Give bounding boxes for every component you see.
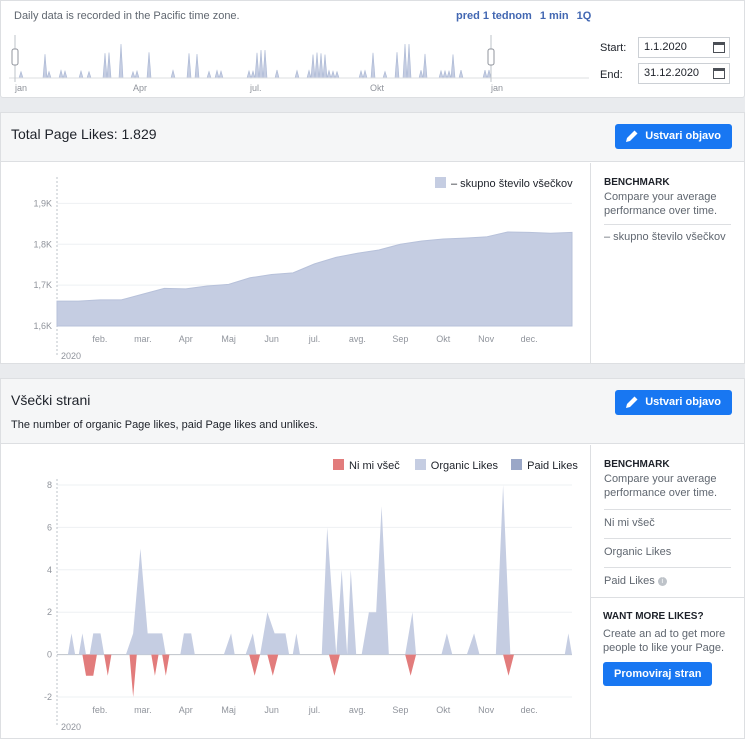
benchmark-item-paid[interactable]: Paid Likes i bbox=[604, 567, 731, 597]
card-title: Všečki strani bbox=[11, 392, 91, 408]
promo-text: Create an ad to get more people to like … bbox=[603, 628, 726, 654]
x-tick-label: avg. bbox=[349, 705, 366, 715]
x-tick-label: jul. bbox=[308, 705, 321, 715]
benchmark-item[interactable]: – skupno število všečkov bbox=[604, 231, 726, 243]
x-tick-label: Jun bbox=[264, 705, 279, 715]
legend-swatch bbox=[435, 177, 446, 188]
pencil-icon bbox=[626, 396, 638, 408]
benchmark-text: Compare your average performance over ti… bbox=[604, 473, 718, 499]
chart-legend: – skupno število všečkov bbox=[435, 177, 573, 190]
card-title: Total Page Likes: 1.829 bbox=[11, 126, 157, 142]
legend-swatch-unlikes bbox=[333, 459, 344, 470]
y-tick-label: 6 bbox=[47, 522, 52, 532]
timeline-tick-label: Okt bbox=[370, 83, 385, 93]
benchmark-heading: BENCHMARK bbox=[604, 459, 670, 470]
x-tick-label: dec. bbox=[521, 705, 538, 715]
timeline-tick-label: jan bbox=[490, 83, 503, 93]
range-start-handle bbox=[11, 48, 19, 66]
card-header: Všečki strani The number of organic Page… bbox=[1, 379, 744, 444]
timeline-overview[interactable]: jan Apr jul. Okt jan bbox=[9, 33, 589, 95]
start-label: Start: bbox=[600, 42, 627, 54]
y-tick-label: 1,7K bbox=[33, 280, 52, 290]
benchmark-sidebar: BENCHMARK Compare your average performan… bbox=[590, 163, 744, 364]
range-presets: pred 1 tednom 1 min 1Q bbox=[456, 10, 596, 22]
range-preset-month[interactable]: 1 min bbox=[539, 10, 569, 22]
end-date-value: 31.12.2020 bbox=[644, 67, 700, 79]
x-tick-label: Sep bbox=[392, 705, 408, 715]
total-likes-area bbox=[56, 231, 573, 327]
legend-swatch-paid bbox=[511, 459, 523, 470]
x-tick-label: Nov bbox=[478, 334, 495, 344]
x-tick-label: Apr bbox=[179, 705, 193, 715]
x-tick-label: feb. bbox=[92, 334, 107, 344]
x-tick-label: Okt bbox=[436, 334, 451, 344]
promo-section: WANT MORE LIKES? Create an ad to get mor… bbox=[590, 597, 745, 686]
y-tick-label: 1,9K bbox=[33, 198, 52, 208]
timezone-note: Daily data is recorded in the Pacific ti… bbox=[14, 10, 240, 22]
legend-label-paid: Paid Likes bbox=[527, 460, 578, 472]
x-year-label: 2020 bbox=[61, 722, 81, 732]
card-subtitle: The number of organic Page likes, paid P… bbox=[11, 419, 318, 431]
create-post-button[interactable]: Ustvari objavo bbox=[615, 390, 732, 415]
benchmark-text: Compare your average performance over ti… bbox=[604, 190, 731, 225]
range-preset-quarter[interactable]: 1Q bbox=[576, 10, 592, 22]
x-tick-label: avg. bbox=[349, 334, 366, 344]
x-tick-label: Okt bbox=[436, 705, 451, 715]
timeline-tick-label: jan bbox=[14, 83, 27, 93]
pencil-icon bbox=[626, 130, 638, 142]
benchmark-item-unlikes[interactable]: Ni mi všeč bbox=[604, 509, 731, 538]
timeline-spikes bbox=[17, 43, 492, 80]
benchmark-heading: BENCHMARK bbox=[604, 177, 670, 188]
timeline-tick-label: jul. bbox=[249, 83, 262, 93]
x-tick-label: jul. bbox=[308, 334, 321, 344]
x-year-label: 2020 bbox=[61, 351, 81, 361]
x-tick-label: Sep bbox=[392, 334, 408, 344]
benchmark-sidebar: BENCHMARK Compare your average performan… bbox=[590, 445, 745, 739]
y-tick-label: 4 bbox=[47, 565, 52, 575]
y-tick-label: 1,8K bbox=[33, 239, 52, 249]
page-likes-chart: -2 0 2 4 6 8 feb. mar. Apr Maj Jun jul. avg. Sep Okt No… bbox=[44, 479, 572, 732]
y-tick-label: 0 bbox=[47, 650, 52, 660]
range-preset-week[interactable]: pred 1 tednom bbox=[456, 10, 532, 22]
y-tick-label: 2 bbox=[47, 607, 52, 617]
start-date-value: 1.1.2020 bbox=[644, 41, 687, 53]
create-post-button[interactable]: Ustvari objavo bbox=[615, 124, 732, 149]
x-tick-label: Maj bbox=[221, 334, 236, 344]
x-tick-label: Jun bbox=[264, 334, 279, 344]
start-date-field[interactable]: 1.1.2020 bbox=[638, 37, 730, 58]
promo-heading: WANT MORE LIKES? bbox=[603, 611, 704, 622]
card-header: Total Page Likes: 1.829 Ustvari objavo bbox=[1, 113, 744, 162]
legend-label: – skupno število všečkov bbox=[451, 178, 573, 190]
y-tick-label: -2 bbox=[44, 692, 52, 702]
x-tick-label: mar. bbox=[134, 705, 152, 715]
x-tick-label: Apr bbox=[179, 334, 193, 344]
y-tick-label: 8 bbox=[47, 480, 52, 490]
info-icon[interactable]: i bbox=[657, 576, 667, 586]
y-tick-label: 1,6K bbox=[33, 321, 52, 331]
x-tick-label: dec. bbox=[521, 334, 538, 344]
legend-label-unlikes: Ni mi všeč bbox=[349, 460, 400, 472]
total-likes-card: Total Page Likes: 1.829 Ustvari objavo –… bbox=[0, 112, 745, 364]
x-tick-label: Nov bbox=[478, 705, 495, 715]
page-likes-card: Všečki strani The number of organic Page… bbox=[0, 378, 745, 739]
total-likes-chart: 1,6K 1,7K 1,8K 1,9K feb. mar. Apr Maj Jun jul. avg… bbox=[33, 177, 573, 361]
unlikes-area bbox=[82, 654, 514, 697]
date-range-panel: Daily data is recorded in the Pacific ti… bbox=[0, 0, 745, 98]
x-tick-label: mar. bbox=[134, 334, 152, 344]
range-end-handle bbox=[487, 48, 495, 66]
end-date-field[interactable]: 31.12.2020 bbox=[638, 63, 730, 84]
x-tick-label: feb. bbox=[92, 705, 107, 715]
timeline-tick-label: Apr bbox=[133, 83, 147, 93]
benchmark-item-organic[interactable]: Organic Likes bbox=[604, 538, 731, 567]
legend-label-organic: Organic Likes bbox=[430, 460, 499, 472]
calendar-icon[interactable] bbox=[713, 68, 725, 79]
end-label: End: bbox=[600, 69, 623, 81]
x-tick-label: Maj bbox=[221, 705, 236, 715]
legend-swatch-organic bbox=[414, 459, 426, 470]
calendar-icon[interactable] bbox=[713, 42, 725, 53]
chart-legend: Ni mi všeč Organic Likes Paid Likes bbox=[333, 459, 578, 472]
promote-page-button[interactable]: Promoviraj stran bbox=[603, 662, 713, 686]
